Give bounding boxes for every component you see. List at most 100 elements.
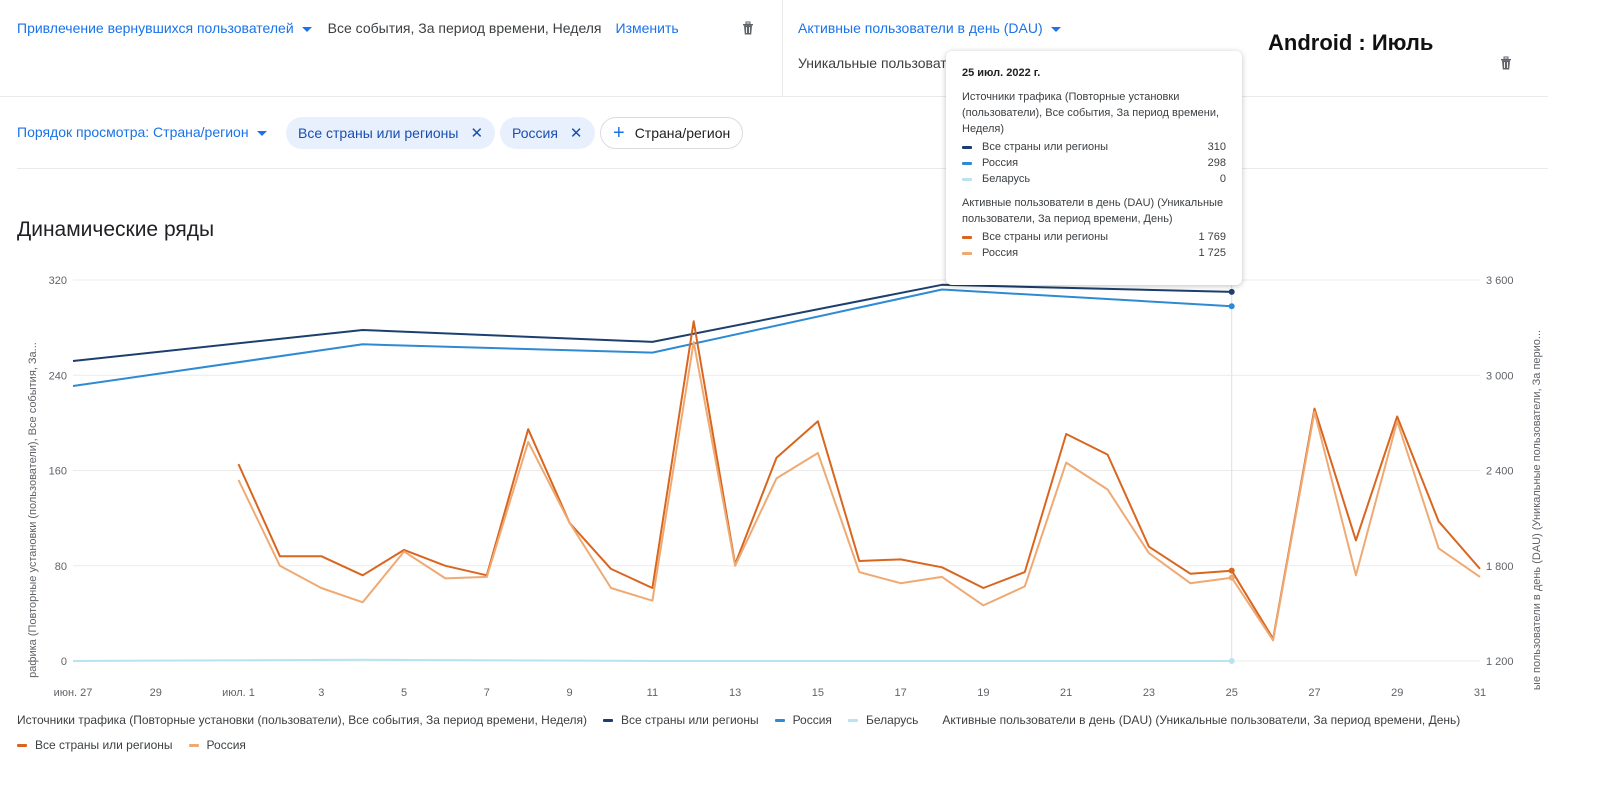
y-tick-label-left: 320 <box>49 275 67 287</box>
tooltip-row-value: 298 <box>1207 157 1226 169</box>
x-tick-label: 29 <box>150 687 162 699</box>
legend-swatch <box>847 718 858 722</box>
x-tick-label: 23 <box>1143 687 1155 699</box>
x-tick-label: 21 <box>1060 687 1072 699</box>
y-tick-label-left: 240 <box>49 370 67 382</box>
legend-swatch <box>17 743 27 747</box>
metric-dropdown-label: Активные пользователи в день (DAU) <box>798 20 1043 36</box>
card-divider <box>782 0 783 96</box>
filters-divider <box>17 168 1548 169</box>
legend-swatch <box>962 235 972 239</box>
x-tick-label: 25 <box>1226 687 1238 699</box>
tooltip-row-name: Россия <box>982 157 1019 169</box>
legend-group-title: Активные пользователи в день (DAU) (Уник… <box>942 713 1461 727</box>
add-dimension-chip[interactable]: + Страна/регион <box>600 117 744 149</box>
chevron-down-icon <box>256 130 267 136</box>
overlay-title: Android : Июль <box>1268 30 1434 55</box>
chevron-down-icon <box>301 26 312 32</box>
y-tick-label-left: 160 <box>49 466 67 478</box>
chevron-down-icon <box>1050 26 1061 32</box>
x-tick-label: 9 <box>567 687 573 699</box>
chip-label: Россия <box>512 125 558 141</box>
series-line <box>72 283 1232 362</box>
order-by-label: Порядок просмотра: Страна/регион <box>17 124 249 140</box>
delete-left-card-button[interactable] <box>742 21 754 40</box>
series-point <box>1228 288 1235 295</box>
x-tick-label: июн. 27 <box>54 687 93 699</box>
x-tick-label: 27 <box>1308 687 1320 699</box>
delete-right-card-button[interactable] <box>1500 56 1512 75</box>
tooltip-row: Беларусь 0 <box>962 171 1226 187</box>
series-point <box>1228 303 1235 310</box>
close-icon[interactable]: ✕ <box>470 125 484 142</box>
tooltip-row-value: 0 <box>1219 173 1226 185</box>
tooltip-row-name: Россия <box>982 247 1019 259</box>
y-tick-label-left: 0 <box>61 656 67 668</box>
y-tick-label-right: 2 400 <box>1486 466 1514 478</box>
y-tick-label-right: 1 200 <box>1486 656 1514 668</box>
x-tick-label: 17 <box>895 687 907 699</box>
x-tick-label: 19 <box>977 687 989 699</box>
tooltip-row-name: Беларусь <box>982 173 1031 185</box>
tooltip-row-name: Все страны или регионы <box>982 231 1109 243</box>
edit-link[interactable]: Изменить <box>615 20 679 36</box>
series-point <box>1228 658 1235 664</box>
tooltip-group-title: Активные пользователи в день (DAU) (Уник… <box>962 197 1224 225</box>
series-line <box>237 320 1481 640</box>
section-title: Динамические ряды <box>17 218 215 241</box>
chip-all-countries[interactable]: Все страны или регионы ✕ <box>286 117 496 149</box>
legend-item[interactable]: Россия <box>206 738 246 752</box>
tooltip-group-title: Источники трафика (Повторные установки (… <box>962 91 1220 135</box>
legend-swatch <box>774 718 785 722</box>
x-tick-label: 11 <box>647 687 658 699</box>
y-tick-label-right: 3 600 <box>1486 275 1514 287</box>
chip-russia[interactable]: Россия ✕ <box>500 117 595 149</box>
legend-swatch <box>188 743 199 747</box>
order-by-dropdown[interactable]: Порядок просмотра: Страна/регион <box>17 124 267 140</box>
tooltip-row: Все страны или регионы 310 <box>962 139 1226 155</box>
x-tick-label: 31 <box>1474 687 1486 699</box>
y-tick-label-right: 3 000 <box>1486 370 1514 382</box>
tooltip-row-name: Все страны или регионы <box>982 141 1109 153</box>
right-card-header: Активные пользователи в день (DAU) <box>798 20 1061 38</box>
metric-dropdown-returning-users[interactable]: Привлечение вернувшихся пользователей <box>17 20 312 36</box>
legend-swatch <box>962 177 972 181</box>
x-tick-label: 15 <box>812 687 824 699</box>
tooltip-date: 25 июл. 2022 г. <box>962 67 1041 79</box>
metric-summary-dau: Уникальные пользователи <box>798 55 970 71</box>
y-axis-title-right: ые пользователи в день (DAU) (Уникальные… <box>1531 330 1543 690</box>
legend-swatch <box>962 251 972 255</box>
legend-item[interactable]: Все страны или регионы <box>35 738 173 752</box>
x-tick-label: 7 <box>484 687 490 699</box>
chip-label: Все страны или регионы <box>298 125 459 141</box>
legend-item[interactable]: Все страны или регионы <box>621 713 759 727</box>
x-tick-label: 29 <box>1391 687 1403 699</box>
chart-tooltip: 25 июл. 2022 г. Источники трафика (Повто… <box>946 51 1242 285</box>
y-tick-label-left: 80 <box>55 561 67 573</box>
y-tick-label-right: 1 800 <box>1486 561 1514 573</box>
legend-swatch <box>962 161 972 165</box>
series-point <box>1228 574 1235 581</box>
plus-icon: + <box>613 122 625 144</box>
time-series-chart: 320 240 160 80 0 3 600 3 000 2 400 1 800 1 200 июн… <box>27 275 1543 699</box>
series-point <box>1228 567 1235 574</box>
tooltip-row: Россия 298 <box>962 155 1226 171</box>
legend-swatch <box>603 718 614 722</box>
tooltip-row-value: 1 725 <box>1198 247 1226 259</box>
tooltip-row-value: 310 <box>1207 141 1226 153</box>
close-icon[interactable]: ✕ <box>569 125 583 142</box>
x-tick-label: 5 <box>401 687 407 699</box>
tooltip-row-value: 1 769 <box>1198 231 1226 243</box>
legend-item[interactable]: Россия <box>792 713 832 727</box>
metric-dropdown-dau[interactable]: Активные пользователи в день (DAU) <box>798 20 1061 36</box>
metric-summary: Все события, За период времени, Неделя <box>327 20 602 36</box>
metric-dropdown-label: Привлечение вернувшихся пользователей <box>17 20 294 36</box>
chart-legend-row-2: Все страны или регионы Россия <box>17 738 246 752</box>
left-card-header: Привлечение вернувшихся пользователей Вс… <box>17 20 679 36</box>
tooltip-row: Россия 1 725 <box>962 245 1226 261</box>
series-line <box>72 288 1232 387</box>
series-line <box>72 658 1232 662</box>
trash-icon <box>1501 56 1511 70</box>
trash-icon <box>743 21 753 35</box>
legend-item[interactable]: Беларусь <box>865 713 919 727</box>
